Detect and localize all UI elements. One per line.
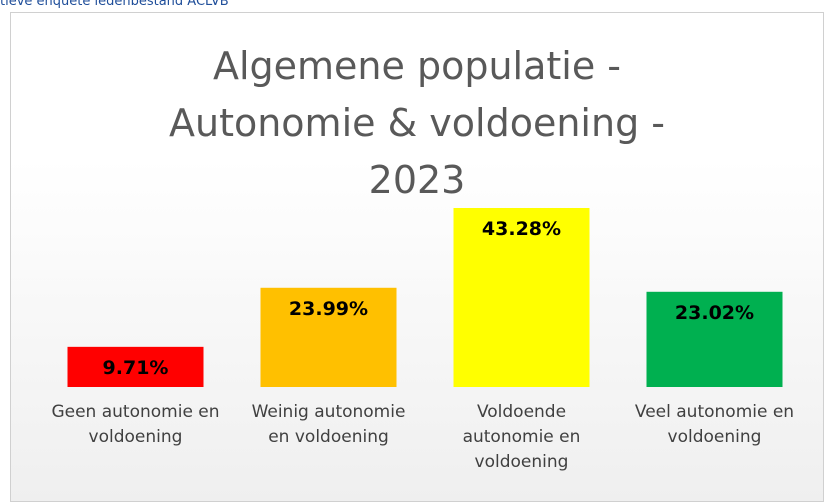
x-tick-label: Weinig autonomie en voldoening <box>251 402 406 447</box>
chart-title: Algemene populatie - Autonomie & voldoen… <box>169 44 665 202</box>
value-label: 43.28% <box>482 218 561 240</box>
value-label: 9.71% <box>103 357 169 379</box>
bar <box>646 291 783 387</box>
x-tick-label: Geen autonomie en voldoening <box>51 402 220 447</box>
bar <box>260 287 397 387</box>
chart-area <box>10 12 824 502</box>
value-label: 23.99% <box>289 298 368 320</box>
x-tick-label: Voldoende autonomie en voldoening <box>462 402 581 472</box>
header-text: tieve enquête ledenbestand ACLVB <box>0 0 229 9</box>
value-label: 23.02% <box>675 302 754 324</box>
bar <box>453 208 590 387</box>
x-tick-label: Veel autonomie en voldoening <box>634 402 795 447</box>
bar <box>67 346 204 387</box>
